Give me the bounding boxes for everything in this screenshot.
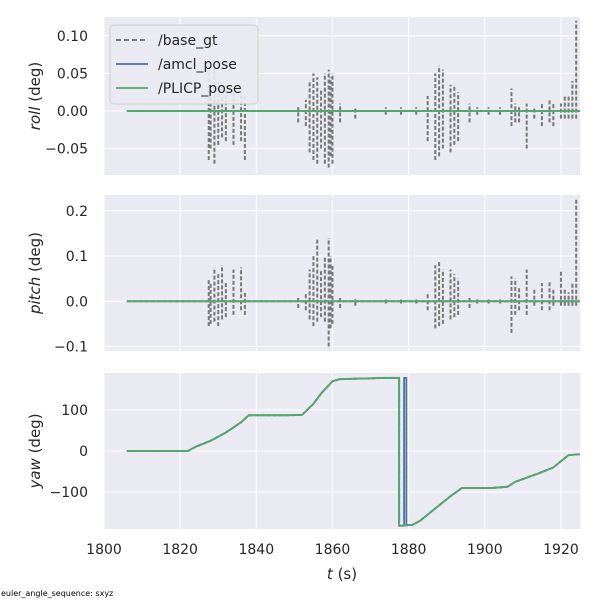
x-axis-label-var: t xyxy=(327,565,334,583)
x-axis-label: t (s) xyxy=(327,565,357,583)
y-tick-label: 100 xyxy=(61,403,88,419)
panel-yaw: −100 0 100 yaw (deg) 1800 1820 1840 1860 1880 190… xyxy=(26,373,580,583)
x-tick-label: 1840 xyxy=(238,542,274,558)
footnote: euler_angle_sequence: sxyz xyxy=(1,589,113,598)
y-axis-label-var: roll xyxy=(26,106,44,131)
y-axis-label-pitch: pitch (deg) xyxy=(26,232,44,315)
series-base-gt xyxy=(126,199,580,347)
x-tick-label: 1800 xyxy=(86,542,122,558)
y-axis-label-roll: roll (deg) xyxy=(26,62,44,130)
series-group xyxy=(126,199,580,347)
y-tick-label: 0.2 xyxy=(66,204,88,220)
series-group xyxy=(126,376,580,527)
y-tick-label: 0.10 xyxy=(57,29,88,45)
y-axis-label-unit: (deg) xyxy=(26,62,44,107)
x-tick-label: 1900 xyxy=(467,542,503,558)
y-tick-label: −0.05 xyxy=(45,142,88,158)
legend-label: /PLICP_pose xyxy=(158,81,242,97)
y-tick-label: 0 xyxy=(79,444,88,460)
legend-label: /amcl_pose xyxy=(158,57,237,73)
y-tick-label: −0.1 xyxy=(54,339,88,355)
legend-box xyxy=(109,24,259,105)
legend-label: /base_gt xyxy=(158,33,218,49)
y-tick-label: −100 xyxy=(50,485,88,501)
y-axis-label-yaw: yaw (deg) xyxy=(26,413,44,489)
x-tick-label: 1920 xyxy=(543,542,579,558)
series-group xyxy=(126,20,580,168)
y-tick-label: 0.1 xyxy=(66,249,88,265)
panel-roll: −0.05 0.00 0.05 0.10 roll (deg) /base_gt/amcl… xyxy=(26,17,580,175)
panel-pitch: −0.1 0.0 0.1 0.2 pitch (deg) xyxy=(26,195,580,355)
x-axis-label-unit: (s) xyxy=(333,565,357,583)
series-plicp-pose xyxy=(126,377,580,527)
y-axis-label-unit: (deg) xyxy=(26,413,44,458)
legend: /base_gt/amcl_pose/PLICP_pose xyxy=(109,24,259,105)
y-axis-label-unit: (deg) xyxy=(26,232,44,277)
y-axis-label-var: yaw xyxy=(26,457,44,489)
x-tick-label: 1860 xyxy=(315,542,351,558)
plot-area-pitch xyxy=(104,195,580,351)
y-tick-label: 0.05 xyxy=(57,66,88,82)
y-tick-label: 0.00 xyxy=(57,104,88,120)
y-tick-label: 0.0 xyxy=(66,294,88,310)
y-axis-label-var: pitch xyxy=(26,277,44,315)
x-tick-label: 1880 xyxy=(391,542,427,558)
x-tick-label: 1820 xyxy=(162,542,198,558)
